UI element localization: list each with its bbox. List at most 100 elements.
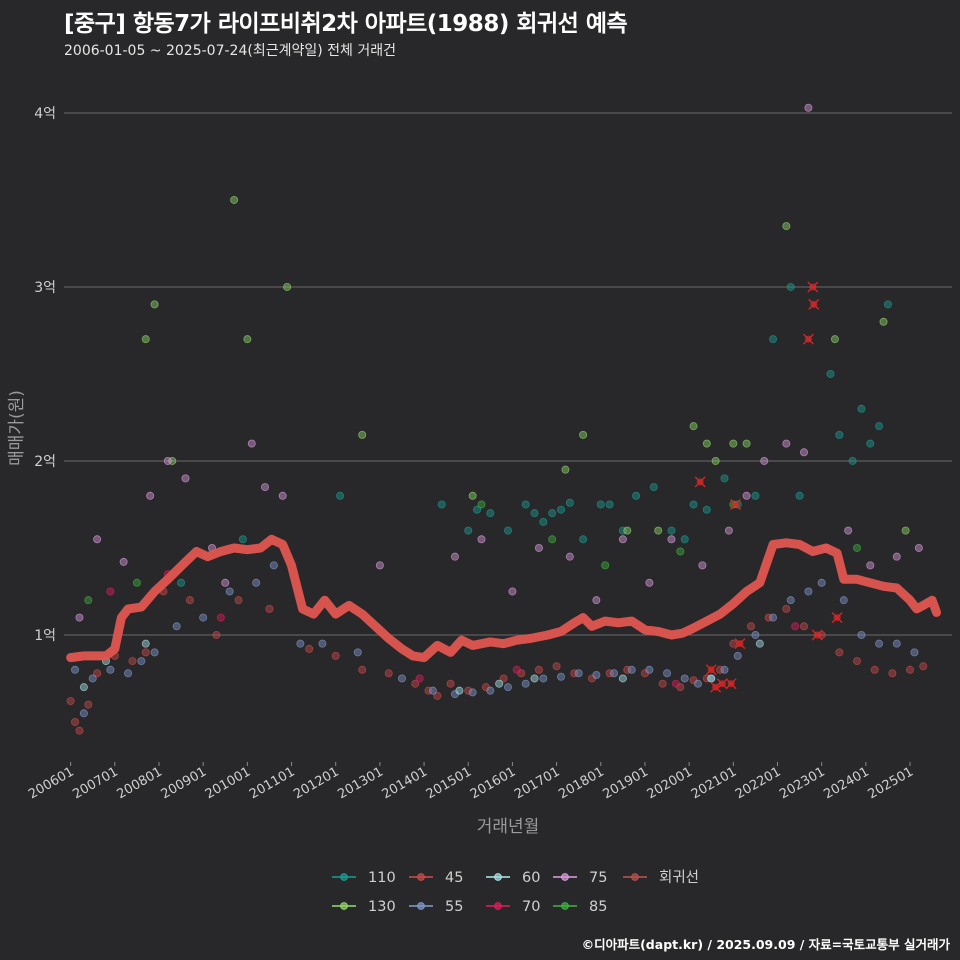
scatter-point-85 [132,578,141,587]
scatter-point-45 [433,691,442,700]
legend-item: 60 [486,870,540,886]
scatter-point-75 [742,491,751,500]
scatter-point-110 [336,491,345,500]
scatter-point-75 [450,552,459,561]
scatter-point-75 [592,596,601,605]
scatter-point-45 [71,717,80,726]
scatter-point-60 [79,683,88,692]
scatter-point-45 [75,726,84,735]
data-credit: ©디아파트(dapt.kr) / 2025.09.09 / 자료=국토교통부 실… [581,937,950,952]
chart-legend: 110 45 60 75 회귀선 130 55 70 85 [332,869,699,915]
chart-title: [중구] 항동7가 라이프비취2차 아파트(1988) 회귀선 예측 [64,11,628,37]
scatter-point-75 [261,483,270,492]
scatter-point-45 [212,630,221,639]
x-axis-label: 거래년월 [477,817,540,837]
scatter-point-55 [71,665,80,674]
scatter-point-110 [238,535,247,544]
regression-line-group [66,534,941,663]
scatter-point-55 [680,674,689,683]
scatter-point-130 [711,456,720,465]
scatter-point-55 [296,639,305,648]
scatter-point-45 [305,644,314,653]
scatter-point-130 [283,282,292,291]
scatter-point-130 [243,335,252,344]
scatter-point-45 [623,665,632,674]
scatter-point-55 [199,613,208,622]
scatter-point-45 [93,669,102,678]
scatter-point-45 [658,679,667,688]
scatter-point-45 [66,697,75,706]
scatter-point-45 [411,679,420,688]
scatter-point-75 [375,561,384,570]
scatter-point-55 [804,587,813,596]
highlight-stroke [807,281,819,293]
scatter-point-130 [168,456,177,465]
scatter-point-75 [565,552,574,561]
scatter-point-75 [163,456,172,465]
scatter-point-60 [618,674,627,683]
scatter-point-55 [106,665,115,674]
y-tick-label: 1억 [34,628,56,644]
scatter-point-110 [473,505,482,514]
chart-subtitle: 2006-01-05 ~ 2025-07-24(최근계약일) 전체 거래건 [64,43,396,59]
scatter-point-45 [552,662,561,671]
legend-item: 130 [332,899,396,915]
legend-swatch-dot [494,873,502,881]
scatter-point-55 [857,630,866,639]
legend-item: 55 [409,899,463,915]
legend-item: 110 [332,870,396,886]
highlight-stroke [802,333,814,345]
legend-swatch-dot [340,873,348,881]
scatter-point-130 [742,439,751,448]
scatter-point-110 [720,474,729,483]
legend-swatch-dot [417,873,425,881]
highlight-x-mark [694,476,706,488]
scatter-point-45 [84,700,93,709]
legend-label: 75 [589,870,607,886]
scatter-point-110 [883,300,892,309]
scatter-point-55 [627,665,636,674]
scatter-point-85 [84,596,93,605]
scatter-point-110 [437,500,446,509]
scatter-point-60 [755,639,764,648]
scatter-point-60 [455,686,464,695]
scatter-point-130 [654,526,663,535]
scatter-point-85 [853,543,862,552]
scatter-point-60 [495,679,504,688]
scatter-point-55 [645,665,654,674]
scatter-point-45 [331,651,340,660]
scatter-point-55 [79,709,88,718]
y-axis-ticks: 1억 2억 3억 4억 [34,106,56,644]
legend-swatch-dot [631,873,639,881]
scatter-point-55 [733,651,742,660]
scatter-point-75 [618,535,627,544]
scatter-point-75 [892,552,901,561]
scatter-point-110 [786,282,795,291]
highlight-stroke [716,678,728,690]
scatter-point-60 [141,639,150,648]
scatter-point-130 [358,430,367,439]
highlight-marks [694,281,843,693]
scatter-point-55 [521,679,530,688]
scatter-point-75 [221,578,230,587]
scatter-point-110 [596,500,605,509]
scatter-point-110 [618,526,627,535]
scatter-point-55 [486,686,495,695]
highlight-x-mark [705,664,717,676]
scatter-point-75 [146,491,155,500]
gridlines [64,112,952,636]
scatter-point-75 [804,103,813,112]
highlight-stroke [694,476,706,488]
scatter-point-55 [592,671,601,680]
scatter-point-55 [225,587,234,596]
scatter-point-45 [782,604,791,613]
scatter-point-130 [468,491,477,500]
highlight-x-mark [807,281,819,293]
scatter-point-110 [875,422,884,431]
legend-item: 70 [486,899,540,915]
scatter-point-75 [534,543,543,552]
highlight-stroke [730,498,742,510]
x-tick-label: 200601 [26,764,76,802]
scatter-point-130 [702,439,711,448]
y-tick-label: 4억 [34,106,56,122]
